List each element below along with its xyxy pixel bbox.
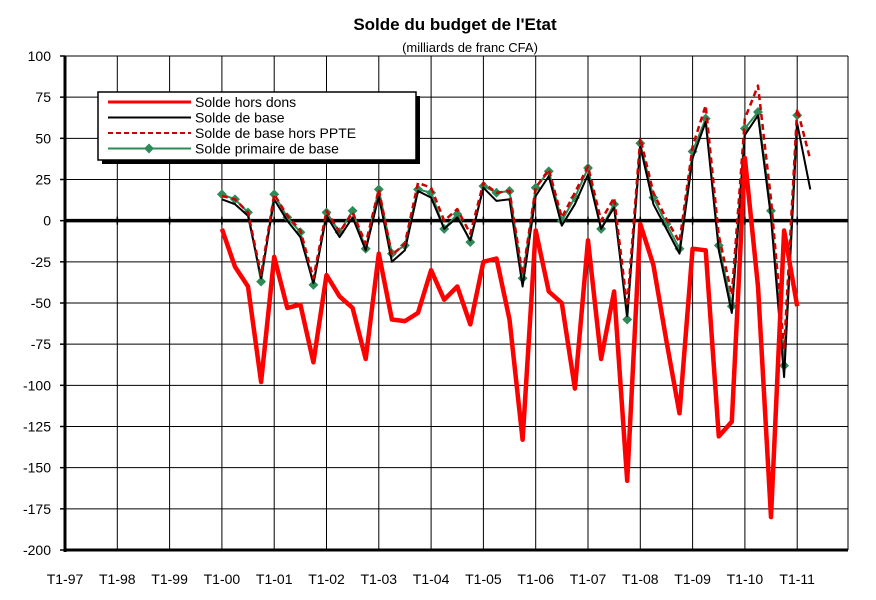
series-line-0 bbox=[219, 155, 800, 520]
x-tick-label: T1-02 bbox=[308, 571, 345, 587]
y-tick-label: -50 bbox=[31, 295, 51, 311]
x-tick-label: T1-04 bbox=[413, 571, 450, 587]
y-tick-label: -75 bbox=[31, 336, 51, 352]
y-tick-label: 75 bbox=[35, 89, 51, 105]
y-tick-label: 50 bbox=[35, 130, 51, 146]
y-tick-label: 0 bbox=[43, 213, 51, 229]
legend-label: Solde de base bbox=[195, 110, 285, 126]
legend-label: Solde de base hors PPTE bbox=[195, 125, 356, 141]
chart-subtitle: (milliards de franc CFA) bbox=[402, 40, 538, 55]
legend-marker bbox=[144, 143, 154, 154]
series-point bbox=[530, 182, 541, 193]
x-tick-label: T1-00 bbox=[204, 571, 241, 587]
y-tick-label: 100 bbox=[28, 48, 52, 64]
x-tick-label: T1-07 bbox=[570, 571, 607, 587]
x-tick-label: T1-06 bbox=[517, 571, 554, 587]
x-tick-label: T1-97 bbox=[47, 571, 84, 587]
legend-label: Solde hors dons bbox=[195, 94, 296, 110]
x-tick-label: T1-08 bbox=[622, 571, 659, 587]
series-point bbox=[622, 314, 633, 325]
x-tick-label: T1-99 bbox=[151, 571, 188, 587]
legend-label: Solde primaire de base bbox=[195, 141, 339, 157]
x-tick-label: T1-05 bbox=[465, 571, 502, 587]
series-line-2 bbox=[221, 84, 812, 351]
y-tick-label: -150 bbox=[23, 460, 51, 476]
y-tick-label: 25 bbox=[35, 172, 51, 188]
x-tick-label: T1-09 bbox=[674, 571, 711, 587]
y-tick-label: -125 bbox=[23, 419, 51, 435]
x-tick-label: T1-03 bbox=[361, 571, 398, 587]
x-tick-label: T1-98 bbox=[99, 571, 136, 587]
chart-title: Solde du budget de l'Etat bbox=[353, 15, 557, 34]
y-tick-label: -200 bbox=[23, 542, 51, 558]
x-tick-label: T1-11 bbox=[779, 571, 815, 587]
y-tick-label: -100 bbox=[23, 377, 51, 393]
axis-layer: 100 75 50 25 0 -25 -50 -75 -100 -125 -150 -175 -200 T… bbox=[23, 48, 848, 587]
y-tick-label: -25 bbox=[31, 254, 51, 270]
x-tick-label: T1-10 bbox=[727, 571, 764, 587]
x-tick-label: T1-01 bbox=[256, 571, 293, 587]
y-tick-label: -175 bbox=[23, 501, 51, 517]
